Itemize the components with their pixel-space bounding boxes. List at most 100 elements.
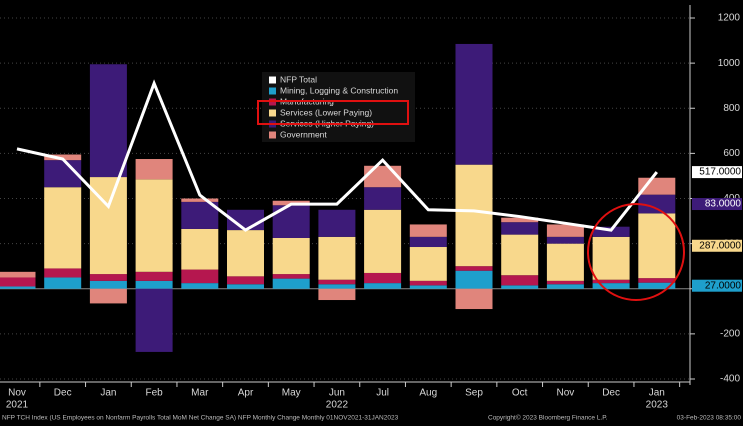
x-tick-label: Jun [329, 388, 345, 399]
x-tick-label: Nov [8, 388, 26, 399]
bar [227, 276, 264, 285]
x-tick-label: Dec [602, 388, 620, 399]
footer-left: NFP TCH Index (US Employees on Nonfarm P… [2, 415, 399, 422]
bar [409, 247, 447, 281]
bar [135, 280, 173, 289]
footer-mid: Copyright© 2023 Bloomberg Finance L.P. [488, 414, 608, 422]
bar [318, 279, 356, 285]
legend-label: Mining, Logging & Construction [280, 85, 398, 95]
bar [0, 277, 36, 287]
bar [501, 222, 539, 235]
bar [592, 226, 630, 237]
y-tick-label: 1000 [718, 58, 741, 69]
x-tick-label: Apr [238, 388, 254, 399]
value-label-box [692, 239, 742, 252]
bar [227, 284, 264, 289]
bar [0, 286, 36, 289]
bar [409, 236, 447, 248]
bar [318, 209, 356, 237]
bar [272, 237, 310, 275]
bar [318, 284, 356, 289]
bar [592, 283, 630, 289]
x-tick-label: Nov [557, 388, 575, 399]
bar [592, 236, 630, 280]
bar [546, 224, 584, 237]
bar [455, 288, 493, 310]
year-label: 2023 [646, 400, 669, 411]
bar [501, 285, 539, 289]
bar [455, 164, 493, 267]
bar [44, 277, 82, 289]
y-tick-label: 600 [723, 148, 740, 159]
x-tick-label: Oct [512, 388, 528, 399]
highlight-circle [587, 203, 685, 301]
x-tick-label: Aug [419, 388, 437, 399]
bar [638, 194, 676, 214]
bar [546, 236, 584, 244]
bar [89, 280, 127, 289]
y-tick-label: -400 [720, 374, 740, 385]
legend-swatch [269, 131, 276, 139]
bar [181, 198, 219, 202]
legend-swatch [269, 87, 276, 95]
bar [364, 272, 402, 284]
bar [501, 275, 539, 286]
lines [16, 79, 658, 232]
y-tick-label: 800 [723, 103, 740, 114]
legend-box [262, 72, 415, 142]
x-tick-label: Feb [145, 388, 163, 399]
bar [135, 271, 173, 281]
bar [89, 64, 127, 178]
value-label: 83.0000 [705, 199, 742, 210]
x-tick-label: Mar [191, 388, 209, 399]
x-tick-label: Jan [100, 388, 116, 399]
legend-label: NFP Total [280, 74, 317, 84]
bar [501, 217, 539, 223]
bar [181, 228, 219, 270]
x-tick-label: Sep [465, 388, 483, 399]
bar [89, 288, 127, 304]
bar [409, 280, 447, 286]
highlight-box [257, 100, 409, 125]
bar [409, 224, 447, 237]
bar [638, 282, 676, 289]
bar [318, 236, 356, 280]
value-label-box [692, 198, 742, 211]
year-label: 2021 [6, 400, 29, 411]
bar [364, 165, 402, 188]
bar [181, 283, 219, 289]
bar [227, 230, 264, 277]
bar [546, 280, 584, 285]
bar [318, 288, 356, 301]
line [16, 79, 658, 232]
value-label-box [692, 166, 742, 179]
bars [0, 43, 676, 352]
bar [135, 288, 173, 352]
y-tick-label: 1200 [718, 13, 741, 24]
x-tick-label: May [282, 388, 301, 399]
bar [546, 284, 584, 289]
bar [44, 268, 82, 278]
bar [501, 234, 539, 276]
axis: -400-200020040060080010001200Nov2021DecJ… [0, 5, 742, 411]
bar [135, 179, 173, 272]
x-tick-label: Jan [649, 388, 665, 399]
bar [181, 269, 219, 284]
legend-swatch [269, 109, 276, 117]
bar [272, 278, 310, 289]
bar [455, 266, 493, 271]
bar [638, 213, 676, 279]
bar [592, 279, 630, 284]
bar [44, 187, 82, 269]
year-label: 2022 [326, 400, 349, 411]
bar [409, 285, 447, 289]
x-tick-label: Dec [54, 388, 72, 399]
value-label-box [692, 279, 742, 292]
footer-right: 03-Feb-2023 08:35:00 [677, 415, 742, 422]
bar [89, 274, 127, 281]
legend-label: Government [280, 129, 327, 139]
legend-swatch [269, 76, 276, 84]
bar [0, 271, 36, 278]
